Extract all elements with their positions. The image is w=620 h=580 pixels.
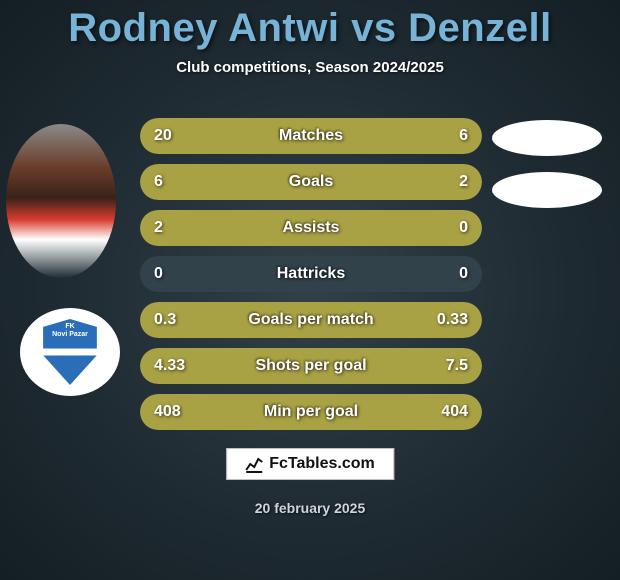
stat-value-right: 0.33 <box>437 302 468 338</box>
stat-row: Matches20 6 <box>140 118 482 154</box>
content-root: Rodney Antwi vs Denzell Club competition… <box>0 0 620 580</box>
stat-value-left: 4.33 <box>154 348 185 384</box>
stat-row: Goals6 2 <box>140 164 482 200</box>
stat-value-right: 2 <box>459 164 468 200</box>
page-subtitle: Club competitions, Season 2024/2025 <box>0 59 620 76</box>
stat-label: Assists <box>140 210 482 246</box>
stat-value-left: 6 <box>154 164 163 200</box>
site-badge-text: FcTables.com <box>269 455 375 473</box>
stat-value-right: 404 <box>441 394 468 430</box>
stat-value-left: 0 <box>154 256 163 292</box>
stat-value-left: 20 <box>154 118 172 154</box>
stat-row: Goals per match0.3 0.33 <box>140 302 482 338</box>
stat-label: Min per goal <box>140 394 482 430</box>
stat-row: Assists2 0 <box>140 210 482 246</box>
stat-value-right: 0 <box>459 210 468 246</box>
site-badge[interactable]: FcTables.com <box>226 448 394 480</box>
player1-avatar <box>6 124 116 278</box>
fctables-logo-icon <box>245 455 263 473</box>
stat-value-right: 6 <box>459 118 468 154</box>
stat-value-left: 2 <box>154 210 163 246</box>
stat-label: Shots per goal <box>140 348 482 384</box>
player1-club-badge <box>20 308 120 396</box>
stat-label: Hattricks <box>140 256 482 292</box>
shield-icon <box>42 319 98 385</box>
stat-label: Matches <box>140 118 482 154</box>
stat-value-right: 7.5 <box>446 348 468 384</box>
stat-row: Hattricks0 0 <box>140 256 482 292</box>
stat-label: Goals <box>140 164 482 200</box>
stat-row: Min per goal408 404 <box>140 394 482 430</box>
footer-date: 20 february 2025 <box>0 500 620 516</box>
stat-label: Goals per match <box>140 302 482 338</box>
stat-value-left: 408 <box>154 394 181 430</box>
player2-avatar-placeholder <box>492 120 602 156</box>
stat-row: Shots per goal4.33 7.5 <box>140 348 482 384</box>
stat-value-right: 0 <box>459 256 468 292</box>
stats-container: Matches206Goals62Assists20Hattricks00Goa… <box>140 118 482 440</box>
page-title: Rodney Antwi vs Denzell <box>0 0 620 51</box>
stat-value-left: 0.3 <box>154 302 176 338</box>
player2-club-placeholder <box>492 172 602 208</box>
